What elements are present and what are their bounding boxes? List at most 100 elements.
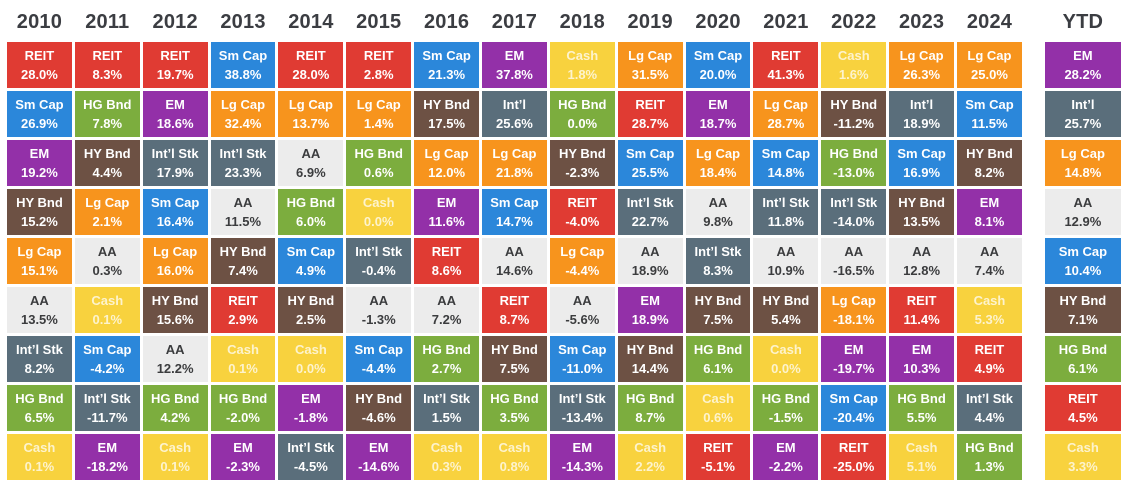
asset-return-value: 25.6% (496, 116, 533, 131)
asset-label: HY Bnd (1059, 293, 1107, 308)
asset-cell: Cash 0.0% (753, 336, 819, 382)
asset-cell: HY Bnd 8.2% (957, 140, 1022, 186)
asset-return-value: 3.3% (1068, 459, 1098, 474)
asset-return-value: 41.3% (767, 67, 805, 82)
asset-cell: HG Bnd 5.5% (889, 385, 955, 431)
asset-return-value: 16.9% (903, 165, 941, 180)
asset-label: Lg Cap (17, 244, 62, 259)
asset-label: AA (369, 293, 389, 308)
asset-label: EM (233, 440, 253, 455)
asset-return-value: 6.0% (296, 214, 326, 229)
asset-label: Cash (159, 440, 192, 455)
asset-label: REIT (431, 244, 462, 259)
asset-label: HG Bnd (625, 391, 675, 406)
asset-return-value: -4.5% (293, 459, 328, 474)
asset-cell: HY Bnd -4.6% (346, 385, 412, 431)
asset-return-value: 4.5% (1068, 410, 1098, 425)
asset-label: Lg Cap (1060, 146, 1105, 161)
asset-return-value: 0.3% (92, 263, 123, 278)
asset-cell: HY Bnd 15.2% (7, 189, 72, 235)
asset-return-value: 15.6% (156, 312, 194, 327)
asset-cell: REIT 11.4% (889, 287, 955, 333)
asset-cell: Lg Cap 31.5% (617, 42, 683, 88)
asset-label: Int’l Stk (83, 391, 131, 406)
asset-return-value: 7.2% (431, 312, 462, 327)
asset-cell: Sm Cap 10.4% (1044, 238, 1121, 284)
asset-return-value: 7.5% (499, 361, 530, 376)
column-header-2022: 2022 (831, 10, 877, 33)
asset-cell: HY Bnd -2.3% (549, 140, 615, 186)
asset-cell: HG Bnd 3.5% (482, 385, 547, 431)
asset-cell: Cash 5.1% (889, 434, 955, 480)
asset-return-value: 0.0% (296, 361, 326, 376)
asset-cell: Lg Cap 13.7% (278, 91, 344, 137)
asset-return-value: -5.1% (701, 459, 735, 474)
asset-label: HG Bnd (15, 391, 64, 406)
asset-cell: Lg Cap 28.7% (753, 91, 819, 137)
asset-return-value: 32.4% (224, 116, 262, 131)
asset-cell: REIT 8.3% (74, 42, 140, 88)
asset-label: Int’l Stk (830, 195, 878, 210)
asset-label: HY Bnd (558, 146, 606, 161)
asset-label: REIT (838, 440, 869, 455)
asset-return-value: 8.6% (431, 263, 462, 278)
asset-return-value: 7.4% (228, 263, 258, 278)
asset-label: EM (368, 440, 389, 455)
asset-cell: HY Bnd -11.2% (821, 91, 887, 137)
asset-return-value: 5.1% (906, 459, 937, 474)
asset-cell: AA 14.6% (482, 238, 547, 284)
asset-cell: Cash 0.1% (210, 336, 276, 382)
asset-label: Int’l Stk (151, 146, 199, 161)
column-header-2021: 2021 (763, 10, 809, 33)
asset-return-value: 28.0% (292, 67, 330, 82)
asset-label: Sm Cap (83, 342, 132, 357)
asset-label: HG Bnd (150, 391, 200, 406)
asset-label: REIT (771, 48, 801, 63)
asset-return-value: -4.2% (90, 361, 125, 376)
asset-label: Lg Cap (220, 97, 266, 112)
asset-label: HY Bnd (626, 342, 674, 357)
asset-return-value: 10.3% (903, 361, 941, 376)
asset-label: HG Bnd (693, 342, 743, 357)
asset-cell: REIT 8.7% (482, 287, 547, 333)
asset-return-value: 1.8% (567, 67, 598, 82)
asset-cell: Sm Cap -20.4% (821, 385, 887, 431)
asset-label: HG Bnd (1058, 342, 1108, 357)
asset-label: Cash (769, 342, 802, 357)
asset-label: REIT (974, 342, 1005, 357)
asset-label: Cash (634, 440, 667, 455)
asset-label: EM (843, 342, 864, 357)
column-header-2023: 2023 (898, 10, 945, 33)
asset-return-value: 0.1% (228, 361, 258, 376)
asset-cell: Cash 2.2% (617, 434, 683, 480)
asset-label: Sm Cap (693, 48, 743, 63)
asset-cell: REIT 19.7% (142, 42, 208, 88)
asset-cell: Sm Cap 16.9% (889, 140, 955, 186)
asset-return-value: 0.0% (363, 214, 394, 229)
asset-return-value: -18.2% (86, 459, 128, 474)
asset-cell: Int’l Stk 8.2% (7, 336, 72, 382)
asset-label: HY Bnd (830, 97, 878, 112)
asset-label: EM (504, 48, 525, 63)
asset-return-value: 11.4% (903, 312, 940, 327)
asset-return-value: -14.3% (561, 459, 603, 474)
asset-label: Sm Cap (761, 146, 811, 161)
year-column-2023: 2023 Lg Cap 26.3% Int’l 18.9% Sm Cap 16.9% HY B… (889, 8, 955, 480)
asset-label: EM (708, 97, 728, 112)
asset-label: AA (437, 293, 456, 308)
asset-return-value: 9.8% (703, 214, 733, 229)
asset-return-value: 8.3% (703, 263, 733, 278)
asset-return-value: -5.6% (565, 312, 600, 327)
column-header-2018: 2018 (559, 10, 605, 33)
asset-return-value: 0.1% (160, 459, 190, 474)
asset-label: Cash (1066, 440, 1099, 455)
asset-cell: REIT -4.0% (549, 189, 615, 235)
asset-label: HY Bnd (762, 293, 810, 308)
asset-return-value: 3.5% (499, 410, 530, 425)
asset-label: Int’l Stk (762, 195, 810, 210)
column-header-2014: 2014 (288, 10, 334, 33)
asset-cell: Cash 3.3% (1044, 434, 1121, 480)
asset-return-value: -13.0% (833, 165, 875, 180)
asset-return-value: -25.0% (833, 459, 875, 474)
